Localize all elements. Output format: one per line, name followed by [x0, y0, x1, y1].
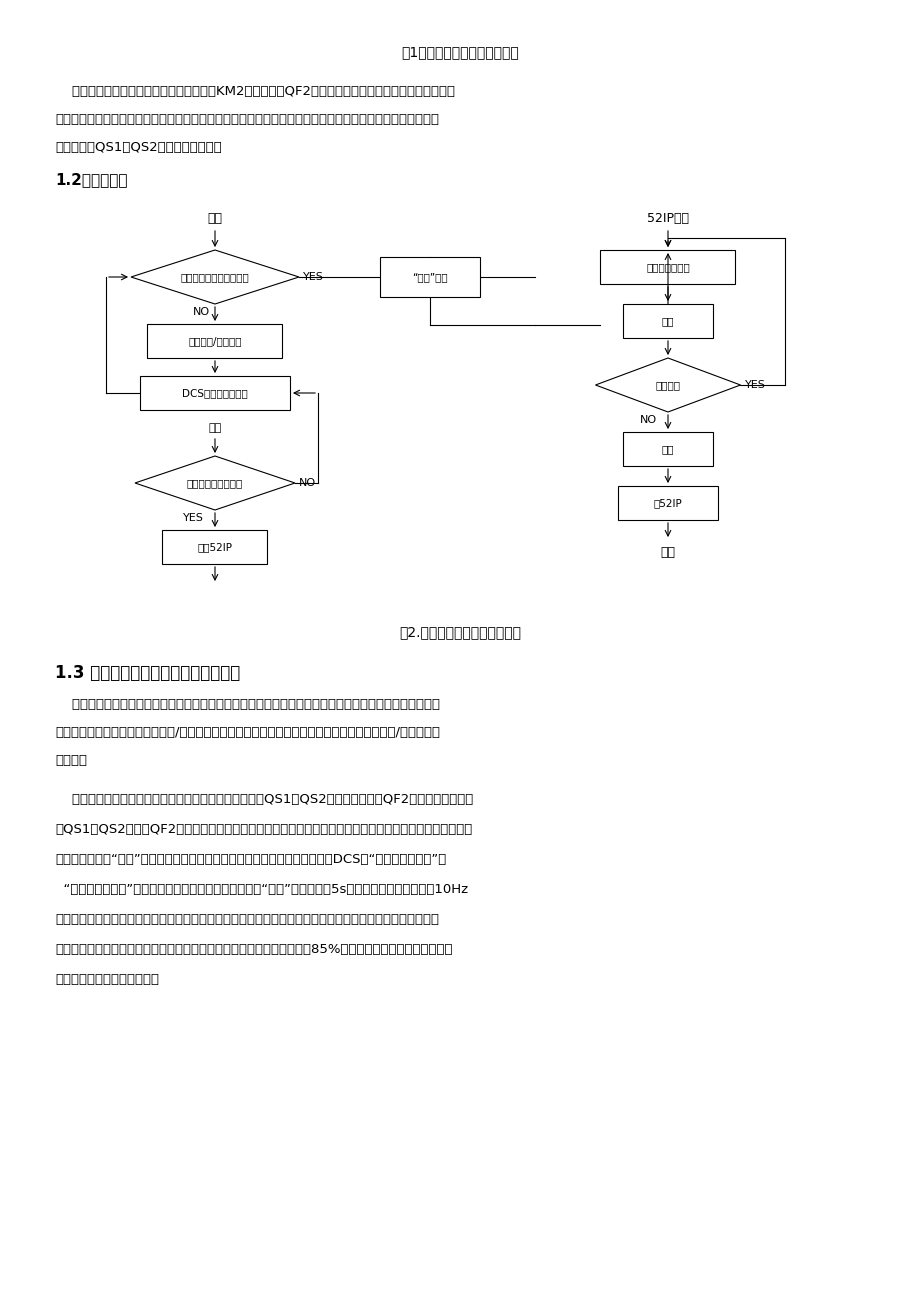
Text: NO: NO — [192, 307, 210, 316]
Text: 1.2变频器逻辑: 1.2变频器逻辑 — [55, 172, 128, 187]
Text: 本公司进行变频器改造后，仍然保持了引风机系统原有的连锁、保护逻辑关系。为了方便运行操作，在控: 本公司进行变频器改造后，仍然保持了引风机系统原有的连锁、保护逻辑关系。为了方便运… — [55, 698, 439, 711]
FancyBboxPatch shape — [600, 250, 734, 284]
Text: 变频器是否具备启动条件: 变频器是否具备启动条件 — [180, 272, 249, 283]
Text: YES: YES — [743, 380, 765, 391]
Text: 制室操作盘上设置了变频器的工频/变频间相互切换的操作端，运行中可以根据需要随时进行工频/变频间的切: 制室操作盘上设置了变频器的工频/变频间相互切换的操作端，运行中可以根据需要随时进… — [55, 727, 439, 740]
FancyBboxPatch shape — [163, 530, 267, 564]
Text: 减速: 减速 — [661, 316, 674, 326]
Text: “启动”按鈕: “启动”按鈕 — [412, 272, 448, 283]
FancyBboxPatch shape — [147, 324, 282, 358]
Text: 停52IP: 停52IP — [652, 497, 682, 508]
Text: 等待: 等待 — [208, 423, 221, 434]
Text: 中QS1和QS2合入，QF2在分闸位置，变频器自检正常后，就地盘显示变频器具备启动条件，在主控制室引风: 中QS1和QS2合入，QF2在分闸位置，变频器自检正常后，就地盘显示变频器具备启… — [55, 823, 471, 836]
Polygon shape — [595, 358, 740, 411]
Text: 启动52IP: 启动52IP — [198, 542, 233, 552]
Text: 变频器故障是否消除: 变频器故障是否消除 — [187, 478, 243, 488]
FancyBboxPatch shape — [618, 486, 717, 519]
Text: 图1：引风机变频器一次回路图: 图1：引风机变频器一次回路图 — [401, 46, 518, 59]
Text: 1.3 引风机变频改造后的运行操作方式: 1.3 引风机变频改造后的运行操作方式 — [55, 664, 240, 682]
Text: 请求处理/报警处理: 请求处理/报警处理 — [188, 336, 242, 346]
Text: 开始: 开始 — [208, 211, 222, 224]
Text: 结束: 结束 — [660, 546, 675, 559]
Text: 52IP旁路: 52IP旁路 — [646, 211, 688, 224]
Polygon shape — [135, 456, 295, 510]
Text: 机操作端中点击“启动”按鈕，高压开关合闸，变频器检测到高压开关合闸后向DCS发“变频器高压就绪”和: 机操作端中点击“启动”按鈕，高压开关合闸，变频器检测到高压开关合闸后向DCS发“… — [55, 853, 446, 866]
Text: 引风机变频器的启动操作：在变频方式启动前在就地将QS1、QS2刀闸和旁路开关QF2送到工作位置，其: 引风机变频器的启动操作：在变频方式启动前在就地将QS1、QS2刀闸和旁路开关QF… — [55, 793, 472, 806]
FancyBboxPatch shape — [380, 256, 480, 297]
FancyBboxPatch shape — [140, 376, 289, 410]
FancyBboxPatch shape — [622, 303, 712, 339]
Text: 合入一台开关。同时，在变频器出入口刀闸与出入口开关之间装设带电显示器，当带电显示器带电时，闭锁其: 合入一台开关。同时，在变频器出入口刀闸与出入口开关之间装设带电显示器，当带电显示… — [55, 113, 438, 126]
Text: “变频器请求运行”信号；此时，在变频器操作端中点击“启动”按鈕，延时5s后变频器即以事先设置的10Hz: “变频器请求运行”信号；此时，在变频器操作端中点击“启动”按鈕，延时5s后变频器… — [55, 883, 468, 896]
Text: NO: NO — [299, 478, 316, 488]
Polygon shape — [130, 250, 299, 303]
Text: 是否停机: 是否停机 — [654, 380, 680, 391]
Text: 图2.变频器启动、停止操作流程: 图2.变频器启动、停止操作流程 — [399, 625, 520, 639]
Text: 换操作。: 换操作。 — [55, 754, 87, 767]
Text: 出入口刀闸QS1、QS2，使其不能操作。: 出入口刀闸QS1、QS2，使其不能操作。 — [55, 141, 221, 154]
Text: YES: YES — [302, 272, 323, 283]
Text: 当变频器启动正常后，再逐渐开大引风机静叶开度，最终保持静叶开度在85%，然后可根据炉膏压力情况调节: 当变频器启动正常后，再逐渐开大引风机静叶开度，最终保持静叶开度在85%，然后可根… — [55, 943, 452, 956]
Text: 最小启动频率开始启动。为了减小对锅炉炉膏负压的扰动，在变频器启动前保持引风机入口静叶在关闭状态，: 最小启动频率开始启动。为了减小对锅炉炉膏负压的扰动，在变频器启动前保持引风机入口… — [55, 913, 438, 926]
Text: 报警: 报警 — [661, 444, 674, 454]
FancyBboxPatch shape — [622, 432, 712, 466]
Text: DCS变频器报警处理: DCS变频器报警处理 — [182, 388, 247, 398]
Text: 为了防止发生误操作，在变频器出口开关KM2与旁路开关QF2之间设置了相互闭锁的保护功能，即只能: 为了防止发生误操作，在变频器出口开关KM2与旁路开关QF2之间设置了相互闭锁的保… — [55, 85, 455, 98]
Text: 引风机变频器频率（转速）。: 引风机变频器频率（转速）。 — [55, 973, 159, 986]
Text: 变频器停机处理: 变频器停机处理 — [645, 262, 689, 272]
Text: YES: YES — [182, 513, 203, 523]
Text: NO: NO — [639, 415, 656, 424]
